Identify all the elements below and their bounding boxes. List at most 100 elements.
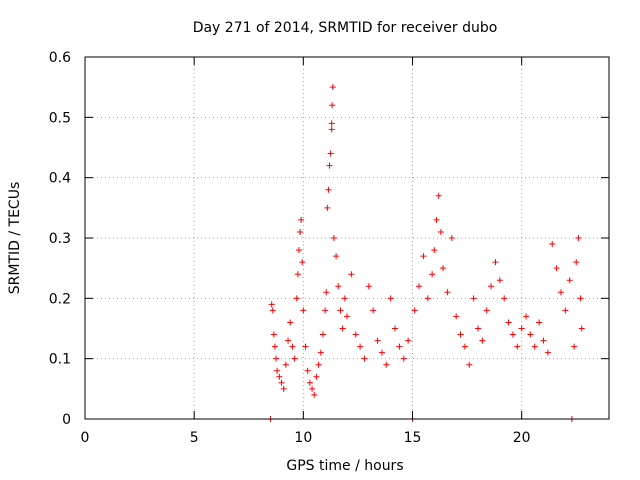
data-point [509,331,516,338]
x-tick-label: 10 [294,430,312,446]
data-point [573,259,580,266]
data-point [274,367,281,374]
y-tick-label: 0.3 [49,231,71,247]
y-tick-label: 0.4 [49,171,71,187]
data-point [470,295,477,302]
data-point [330,235,337,241]
data-point [501,295,508,302]
data-point [328,126,335,133]
y-tick-label: 0.2 [49,291,71,307]
data-point [536,319,543,326]
y-tick-label: 0.5 [49,110,71,126]
data-point [285,337,292,344]
data-point [341,295,348,302]
data-point [387,295,394,302]
data-point [273,355,280,362]
data-point [309,385,316,392]
data-point [496,277,503,284]
data-point [365,283,372,290]
data-point [322,307,329,314]
data-point [553,265,560,272]
data-point [479,337,486,344]
y-axis-title: SRMTID / TECUs [7,182,23,295]
axis-ticks: 0 0.1 0.2 0.3 0.4 0.5 0.6 0 5 10 15 20 [49,50,609,446]
data-point [297,228,304,235]
data-point [311,391,318,398]
data-point [324,204,331,211]
data-point [562,307,569,314]
data-point [278,379,285,386]
data-point [302,343,309,350]
data-point [337,307,344,314]
data-point [344,313,350,320]
data-point [540,337,547,344]
data-point [370,307,377,314]
data-point [483,307,490,314]
data-point [405,337,412,344]
data-point [327,150,334,157]
data-point [531,343,538,350]
data-point [557,289,564,296]
data-point [335,283,342,290]
data-point [466,361,473,368]
data-point [566,277,573,284]
data-point [291,355,298,362]
data-point [306,379,313,386]
data-point [461,343,468,350]
data-point [328,120,335,127]
data-point [352,331,359,338]
data-points [267,84,585,422]
x-axis-title: GPS time / hours [286,458,403,474]
data-point [276,373,283,380]
data-point [282,361,289,368]
data-point [326,162,333,169]
data-point [411,307,418,314]
data-point [514,343,521,350]
grid [85,57,609,419]
data-point [416,283,423,290]
data-point [571,343,578,350]
data-point [329,84,336,91]
chart-title: Day 271 of 2014, SRMTID for receiver dub… [193,20,498,36]
data-point [396,343,403,350]
data-point [523,313,530,320]
y-tick-label: 0.6 [49,50,71,66]
data-point [400,355,407,362]
data-point [270,331,277,338]
data-point [304,367,311,374]
data-point [374,337,381,344]
x-tick-label: 15 [404,430,422,446]
x-tick-label: 0 [81,430,90,446]
y-tick-label: 0.1 [49,352,71,368]
data-point [289,343,296,350]
data-point [440,265,447,272]
data-point [433,216,440,223]
data-point [323,289,330,296]
data-point [295,247,302,254]
data-point [361,355,368,362]
data-point [300,307,307,314]
data-point [475,325,481,332]
data-point [578,325,585,332]
data-point [319,331,326,338]
data-point [339,325,346,332]
data-point [315,361,322,368]
data-point [424,295,431,302]
data-point [293,295,300,302]
data-point [317,349,324,356]
data-point [544,349,551,356]
data-point [577,295,584,302]
data-point [333,253,340,260]
data-point [313,373,320,380]
data-point [378,349,385,356]
x-tick-label: 5 [190,430,199,446]
data-point [271,343,278,350]
data-point [294,271,301,278]
data-point [505,319,512,326]
x-tick-label: 20 [513,430,531,446]
data-point [269,307,276,314]
data-point [488,283,495,290]
data-point [575,235,582,241]
